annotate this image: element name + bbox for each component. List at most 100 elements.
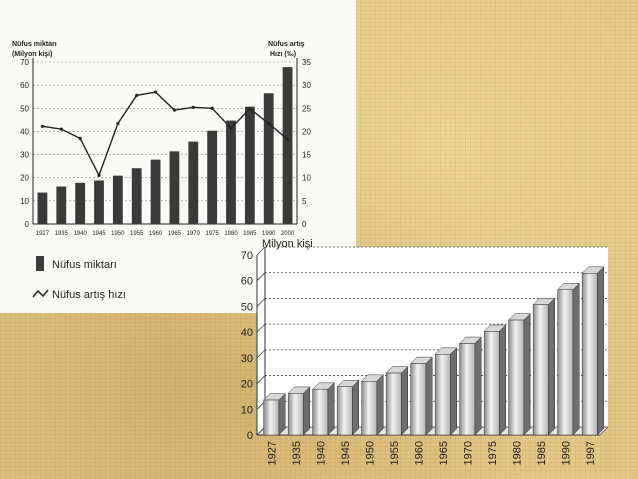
growth-rate-point bbox=[267, 121, 271, 126]
x-tick-label: 1960 bbox=[413, 441, 425, 465]
x-tick-label: 1990 bbox=[560, 441, 572, 465]
y2-tick-label: 25 bbox=[302, 104, 311, 113]
bar-side bbox=[499, 324, 506, 436]
legend-line-swatch bbox=[32, 289, 49, 298]
bar bbox=[226, 120, 236, 224]
growth-rate-point bbox=[210, 106, 214, 110]
growth-rate-point bbox=[229, 126, 233, 130]
y-tick-label: 20 bbox=[20, 174, 29, 183]
legend-bar-swatch bbox=[36, 256, 44, 271]
y-axis-title-unit: (Milyon kişi) bbox=[12, 51, 52, 58]
x-tick-label: 1997 bbox=[585, 441, 597, 465]
x-tick-label: 1927 bbox=[36, 231, 50, 237]
growth-rate-point bbox=[248, 107, 252, 111]
y2-tick-label: 20 bbox=[302, 127, 311, 136]
bar bbox=[94, 180, 104, 224]
y-tick-label: 70 bbox=[20, 58, 29, 67]
bar bbox=[112, 175, 123, 224]
x-tick-label: 1975 bbox=[487, 441, 499, 465]
x-tick-label: 1940 bbox=[73, 231, 87, 237]
x-tick-label: 1965 bbox=[438, 441, 450, 465]
x-tick-label: 1960 bbox=[149, 231, 163, 237]
y-axis-title: Nüfus miktarı bbox=[12, 41, 57, 48]
y-tick-label: 0 bbox=[25, 220, 30, 229]
bar-side bbox=[425, 356, 433, 436]
bar bbox=[244, 106, 255, 224]
y2-tick-label: 0 bbox=[302, 220, 307, 229]
bar bbox=[56, 186, 67, 224]
legend-label-line: Nüfus artış hızı bbox=[52, 289, 126, 301]
growth-rate-point bbox=[191, 105, 195, 109]
growth-rate-point bbox=[153, 90, 158, 94]
x-tick-label: 1940 bbox=[315, 441, 327, 465]
bar bbox=[37, 192, 48, 224]
bar-side bbox=[278, 393, 286, 436]
x-tick-label: 1935 bbox=[291, 441, 303, 465]
population-growth-chart: Nüfus miktarı (Milyon kişi) Nüfus artış Hız… bbox=[12, 41, 311, 301]
scanned-chart-panel: Nüfus miktarı (Milyon kişi) Nüfus artış Hız… bbox=[0, 0, 356, 313]
bar-side bbox=[327, 382, 335, 436]
gridline-side bbox=[256, 375, 266, 384]
x-tick-label: 1935 bbox=[55, 231, 69, 237]
growth-rate-point bbox=[135, 93, 139, 97]
x-tick-label: 1985 bbox=[536, 441, 548, 465]
y2-tick-label: 10 bbox=[302, 174, 311, 183]
x-tick-label: 1950 bbox=[111, 231, 125, 237]
x-tick-label: 2000 bbox=[281, 231, 295, 237]
bar bbox=[312, 388, 329, 436]
gridline-side bbox=[256, 246, 266, 256]
gridline-side bbox=[256, 272, 266, 281]
bar bbox=[483, 331, 500, 436]
x-tick-label: 1955 bbox=[130, 231, 144, 237]
y2-tick-label: 5 bbox=[302, 197, 307, 206]
y-tick-label: 50 bbox=[20, 104, 29, 113]
bar bbox=[459, 343, 476, 436]
x-tick-label: 1970 bbox=[462, 441, 474, 465]
x-tick-label: 1955 bbox=[389, 441, 401, 465]
growth-rate-point bbox=[78, 136, 82, 140]
x-tick-label: 1945 bbox=[92, 231, 106, 237]
y-tick-label: 0 bbox=[247, 430, 253, 442]
growth-rate-line bbox=[42, 91, 289, 178]
bar bbox=[532, 304, 549, 436]
y-tick-label: 10 bbox=[241, 404, 253, 416]
bar bbox=[263, 399, 280, 436]
bar-side bbox=[474, 336, 482, 436]
y-tick-label: 20 bbox=[241, 379, 253, 391]
growth-rate-point bbox=[285, 137, 290, 141]
bar bbox=[410, 363, 427, 436]
bar bbox=[150, 159, 161, 224]
bar bbox=[336, 386, 353, 436]
y-tick-label: 70 bbox=[241, 250, 253, 262]
bar-side bbox=[352, 379, 359, 436]
bar bbox=[508, 319, 525, 436]
gridline-side bbox=[256, 349, 266, 359]
x-tick-label: 1990 bbox=[262, 231, 276, 237]
bar bbox=[557, 289, 574, 436]
x-tick-label: 1970 bbox=[187, 231, 201, 237]
gridline-side bbox=[256, 298, 266, 307]
legend-label-bars: Nüfus miktarı bbox=[52, 259, 117, 271]
y2-tick-label: 15 bbox=[302, 151, 311, 160]
growth-rate-point bbox=[40, 124, 45, 128]
x-tick-label: 1927 bbox=[266, 441, 278, 465]
y-tick-label: 60 bbox=[20, 81, 29, 90]
y-tick-label: 10 bbox=[20, 197, 29, 206]
y-tick-label: 30 bbox=[241, 353, 253, 365]
gridline-side bbox=[256, 323, 266, 333]
y-tick-label: 60 bbox=[241, 276, 253, 288]
y-tick-label: 40 bbox=[20, 127, 29, 136]
bar bbox=[581, 273, 598, 436]
bar bbox=[169, 151, 180, 224]
bar-side bbox=[401, 366, 408, 436]
x-tick-label: 1950 bbox=[364, 441, 376, 465]
bar bbox=[131, 168, 142, 224]
x-tick-label: 1975 bbox=[205, 231, 219, 237]
x-tick-label: 1945 bbox=[340, 441, 352, 465]
y-tick-label: 30 bbox=[20, 151, 29, 160]
bar bbox=[385, 372, 402, 436]
growth-rate-point bbox=[116, 121, 120, 126]
y-tick-label: 40 bbox=[241, 327, 253, 339]
bar-side bbox=[303, 386, 310, 436]
